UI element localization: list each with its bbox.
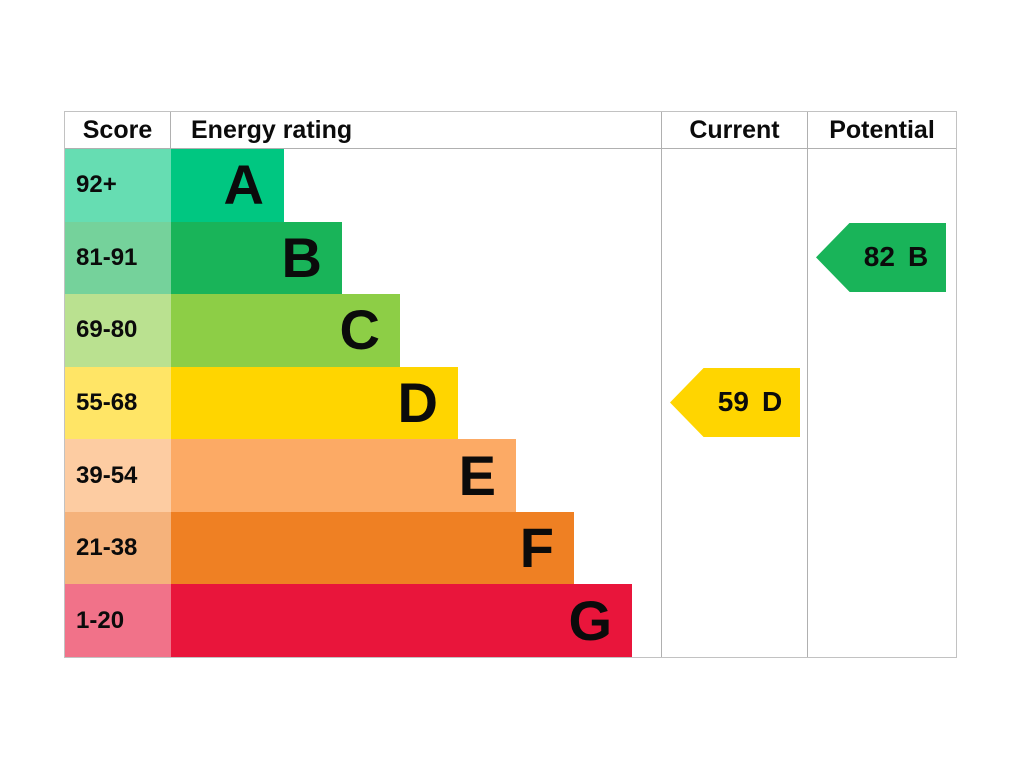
table-header: Score Energy rating Current Potential (65, 112, 956, 149)
band-letter: E (458, 443, 496, 507)
band-bar: C (171, 294, 400, 367)
band-row-c: 69-80 C (65, 294, 661, 367)
band-bar: D (171, 366, 458, 440)
band-bar: B (171, 221, 342, 295)
bands-area: 92+ A 81-91 B 69-80 C 55-68 D 39-54 E 21… (65, 149, 661, 658)
band-row-a: 92+ A (65, 149, 661, 222)
header-score: Score (65, 112, 171, 148)
score-cell: 39-54 (65, 439, 171, 512)
score-cell: 92+ (65, 149, 171, 222)
band-letter: D (397, 371, 438, 435)
potential-value: 82 (863, 241, 895, 273)
band-letter: G (568, 588, 612, 652)
band-letter: A (223, 153, 264, 217)
score-cell: 1-20 (65, 584, 171, 658)
header-current: Current (661, 112, 807, 148)
band-bar: F (171, 511, 574, 585)
potential-arrow: 82 B (816, 222, 946, 293)
current-arrow: 59 D (670, 367, 800, 438)
potential-letter: B (907, 241, 929, 273)
band-letter: F (519, 516, 554, 580)
current-value: 59 (717, 386, 749, 418)
score-cell: 81-91 (65, 221, 171, 295)
band-row-g: 1-20 G (65, 584, 661, 658)
current-letter: D (761, 386, 783, 418)
band-letter: B (281, 225, 322, 289)
epc-rating-table: Score Energy rating Current Potential 92… (64, 111, 957, 658)
band-row-d: 55-68 D (65, 366, 661, 440)
band-row-f: 21-38 F (65, 511, 661, 585)
band-row-b: 81-91 B (65, 221, 661, 295)
table-body: 92+ A 81-91 B 69-80 C 55-68 D 39-54 E 21… (65, 149, 956, 658)
band-bar: A (171, 149, 284, 222)
potential-column: 82 B (807, 149, 956, 657)
current-column: 59 D (661, 149, 807, 657)
header-potential: Potential (807, 112, 956, 148)
header-energy-rating: Energy rating (191, 115, 353, 144)
score-cell: 69-80 (65, 294, 171, 367)
band-letter: C (339, 298, 380, 362)
band-bar: E (171, 439, 516, 512)
band-bar: G (171, 584, 632, 658)
score-cell: 55-68 (65, 366, 171, 440)
band-row-e: 39-54 E (65, 439, 661, 512)
score-cell: 21-38 (65, 511, 171, 585)
